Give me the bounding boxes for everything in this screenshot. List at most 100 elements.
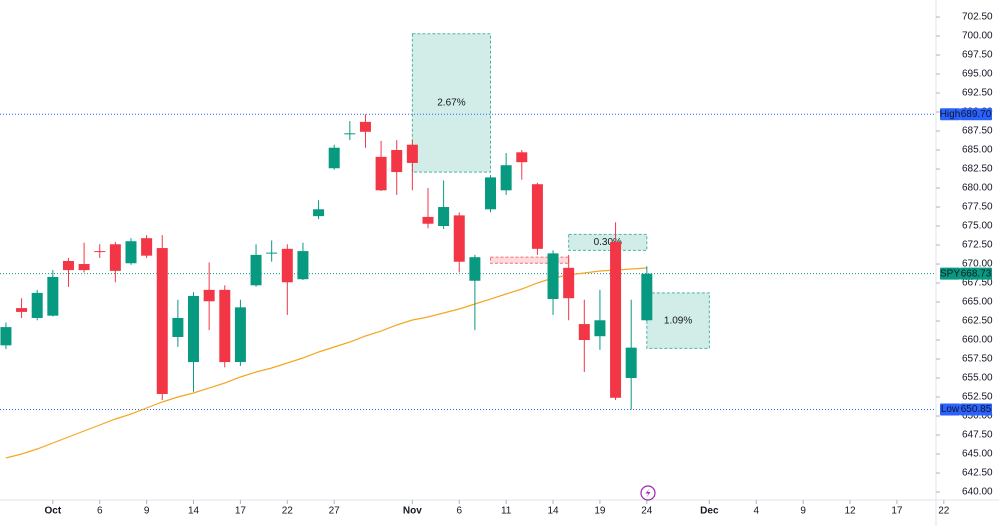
x-tick-label: 19 <box>594 506 606 517</box>
y-tick-label: 697.50 <box>962 50 993 61</box>
candle-body <box>234 307 246 363</box>
candle-body <box>359 121 371 132</box>
y-tick-label: 687.50 <box>962 126 993 137</box>
candle-body <box>438 207 450 227</box>
candle-body <box>391 150 403 173</box>
price-tag-name: High <box>940 109 961 120</box>
candle-body <box>344 133 356 135</box>
candle-body <box>313 209 325 217</box>
y-tick-label: 667.50 <box>962 278 993 289</box>
y-tick-label: 692.50 <box>962 88 993 99</box>
candle-body <box>62 260 74 271</box>
candle-body <box>328 147 340 169</box>
candle-body <box>563 267 575 299</box>
candle-body <box>422 216 434 224</box>
x-tick-label: 24 <box>641 506 653 517</box>
event-bolt <box>645 488 651 498</box>
y-tick-label: 660.00 <box>962 335 993 346</box>
candle-body <box>188 295 200 363</box>
price-tag-name: Low <box>941 404 960 415</box>
y-tick-label: 675.00 <box>962 221 993 232</box>
x-tick-label: 22 <box>938 506 950 517</box>
candle-body <box>109 244 121 271</box>
price-tag-name-bg <box>940 108 960 121</box>
candle-body <box>578 324 590 341</box>
y-tick-label: 672.50 <box>962 240 993 251</box>
price-tag-name-bg <box>940 403 960 416</box>
candle-body <box>266 252 278 254</box>
y-tick-label: 642.50 <box>962 468 993 479</box>
candle-body <box>156 248 168 394</box>
y-tick-label: 647.50 <box>962 430 993 441</box>
measure-box <box>646 292 710 349</box>
candle-body <box>47 276 59 316</box>
price-tag-value: 650.85 <box>961 404 992 415</box>
candle-body <box>453 215 465 262</box>
price-tag-name-bg <box>940 267 960 280</box>
y-tick-label: 665.00 <box>962 297 993 308</box>
candle-body <box>219 289 231 363</box>
price-tag-name: SPY <box>940 268 960 279</box>
x-tick-label: 6 <box>97 506 103 517</box>
y-tick-label: 645.00 <box>962 449 993 460</box>
y-tick-label: 685.00 <box>962 145 993 156</box>
moving-average <box>5 267 647 459</box>
y-tick-label: 650.00 <box>962 411 993 422</box>
events-icon[interactable] <box>640 485 656 501</box>
y-tick-label: 670.00 <box>962 259 993 270</box>
measure-label: 2.67% <box>437 98 465 109</box>
price-tag-value-bg <box>960 403 992 416</box>
candle-body <box>594 320 606 337</box>
candle-body <box>610 241 622 398</box>
y-tick-label: 680.00 <box>962 183 993 194</box>
y-tick-label: 640.00 <box>962 487 993 498</box>
candle-body <box>406 144 418 163</box>
candle-body <box>250 254 262 286</box>
y-tick-label: 655.00 <box>962 373 993 384</box>
candle-body <box>485 177 497 210</box>
candle-body <box>78 264 90 271</box>
y-tick-label: 695.00 <box>962 69 993 80</box>
x-tick-label: Nov <box>403 506 422 517</box>
candle-body <box>125 241 137 264</box>
candle-body <box>297 251 309 280</box>
x-tick-label: 9 <box>800 506 806 517</box>
candle-body <box>16 308 28 312</box>
candle-body <box>203 289 215 302</box>
candle-body <box>94 251 106 253</box>
candle-body <box>641 273 653 321</box>
x-tick-label: 6 <box>456 506 462 517</box>
x-tick-label: 14 <box>547 506 559 517</box>
candle-body <box>547 253 559 299</box>
candle-body <box>141 238 153 256</box>
measure-box <box>568 233 648 251</box>
candle-body <box>500 165 512 191</box>
x-tick-label: 4 <box>753 506 759 517</box>
y-tick-label: 662.50 <box>962 316 993 327</box>
y-tick-label: 652.50 <box>962 392 993 403</box>
x-tick-label: 12 <box>844 506 856 517</box>
candle-body <box>516 152 528 163</box>
x-tick-label: 22 <box>282 506 294 517</box>
x-tick-label: 14 <box>188 506 200 517</box>
price-tag-value-bg <box>960 108 992 121</box>
x-tick-label: 11 <box>501 506 512 517</box>
x-tick-label: Oct <box>44 506 61 517</box>
y-tick-label: 700.00 <box>962 31 993 42</box>
measure-label: 1.09% <box>664 315 692 326</box>
y-tick-label: 682.50 <box>962 164 993 175</box>
x-tick-label: 17 <box>235 506 247 517</box>
price-tag-value: 689.70 <box>961 109 992 120</box>
candle-body <box>281 248 293 283</box>
x-tick-label: 17 <box>891 506 903 517</box>
candle-body <box>0 327 12 346</box>
y-tick-label: 677.50 <box>962 202 993 213</box>
candle-body <box>31 292 43 318</box>
x-tick-label: 9 <box>144 506 150 517</box>
x-tick-label: 27 <box>329 506 341 517</box>
price-tag-value: 668.73 <box>961 268 992 279</box>
x-tick-label: Dec <box>700 506 719 517</box>
price-tag-value-bg <box>960 267 992 280</box>
candle-body <box>172 317 184 337</box>
